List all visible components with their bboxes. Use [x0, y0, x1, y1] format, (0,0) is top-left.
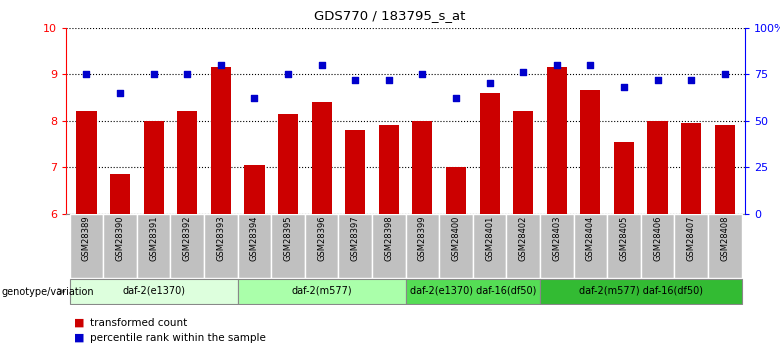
Point [551, 62, 563, 68]
Bar [540, 214, 573, 278]
Text: GDS770 / 183795_s_at: GDS770 / 183795_s_at [314, 9, 466, 22]
Bar [211, 67, 231, 214]
Text: GSM28406: GSM28406 [653, 216, 662, 261]
Text: GSM28404: GSM28404 [586, 216, 595, 261]
Text: daf-2(m577) daf-16(df50): daf-2(m577) daf-16(df50) [579, 286, 703, 296]
Bar [345, 130, 365, 214]
Point [349, 77, 361, 82]
Bar [681, 123, 701, 214]
Bar [177, 111, 197, 214]
Bar [580, 90, 601, 214]
Text: transformed count: transformed count [90, 318, 187, 327]
Bar [640, 214, 675, 278]
Point [80, 71, 93, 77]
Bar [238, 279, 406, 304]
Bar [406, 214, 439, 278]
Bar [473, 214, 506, 278]
Bar [244, 165, 264, 214]
Bar [136, 214, 171, 278]
Bar [76, 111, 97, 214]
Bar [573, 214, 607, 278]
Point [417, 71, 429, 77]
Bar [379, 125, 399, 214]
Text: ■: ■ [74, 318, 84, 327]
Bar [311, 102, 332, 214]
Bar [372, 214, 406, 278]
Point [181, 71, 193, 77]
Bar [278, 114, 298, 214]
Point [382, 77, 395, 82]
Bar [238, 214, 271, 278]
Bar [614, 142, 634, 214]
Text: GSM28403: GSM28403 [552, 216, 562, 261]
Text: GSM28407: GSM28407 [686, 216, 696, 261]
Text: GSM28393: GSM28393 [216, 216, 225, 262]
Text: GSM28400: GSM28400 [452, 216, 460, 261]
Bar [110, 174, 130, 214]
Text: GSM28395: GSM28395 [283, 216, 292, 261]
Bar [607, 214, 640, 278]
Text: GSM28391: GSM28391 [149, 216, 158, 261]
Point [517, 70, 530, 75]
Point [315, 62, 328, 68]
Text: percentile rank within the sample: percentile rank within the sample [90, 333, 265, 343]
Bar [103, 214, 136, 278]
Text: genotype/variation: genotype/variation [2, 287, 94, 296]
Point [215, 62, 227, 68]
Text: GSM28390: GSM28390 [115, 216, 125, 261]
Text: daf-2(m577): daf-2(m577) [291, 286, 352, 296]
Point [484, 81, 496, 86]
Bar [439, 214, 473, 278]
Text: GSM28405: GSM28405 [619, 216, 629, 261]
Text: GSM28398: GSM28398 [385, 216, 393, 262]
Bar [708, 214, 742, 278]
Bar [540, 279, 742, 304]
Bar [547, 67, 567, 214]
Bar [305, 214, 339, 278]
Bar [480, 93, 500, 214]
Bar [271, 214, 305, 278]
Bar [513, 111, 534, 214]
Text: GSM28399: GSM28399 [418, 216, 427, 261]
Point [685, 77, 697, 82]
Point [450, 96, 463, 101]
Point [147, 71, 160, 77]
Text: GSM28397: GSM28397 [351, 216, 360, 262]
Text: daf-2(e1370): daf-2(e1370) [122, 286, 185, 296]
Text: GSM28392: GSM28392 [183, 216, 192, 261]
Text: ■: ■ [74, 333, 84, 343]
Bar [144, 121, 164, 214]
Bar [413, 121, 432, 214]
Point [248, 96, 261, 101]
Point [114, 90, 126, 96]
Bar [675, 214, 708, 278]
Bar [69, 279, 238, 304]
Bar [339, 214, 372, 278]
Bar [69, 214, 103, 278]
Point [584, 62, 597, 68]
Bar [171, 214, 204, 278]
Bar [406, 279, 540, 304]
Point [651, 77, 664, 82]
Bar [714, 125, 735, 214]
Bar [204, 214, 238, 278]
Text: GSM28389: GSM28389 [82, 216, 91, 262]
Text: GSM28402: GSM28402 [519, 216, 528, 261]
Point [618, 85, 630, 90]
Bar [506, 214, 540, 278]
Text: GSM28394: GSM28394 [250, 216, 259, 261]
Text: GSM28401: GSM28401 [485, 216, 494, 261]
Point [718, 71, 731, 77]
Point [282, 71, 294, 77]
Bar [647, 121, 668, 214]
Text: GSM28396: GSM28396 [317, 216, 326, 262]
Bar [446, 167, 466, 214]
Text: daf-2(e1370) daf-16(df50): daf-2(e1370) daf-16(df50) [410, 286, 536, 296]
Text: GSM28408: GSM28408 [720, 216, 729, 261]
